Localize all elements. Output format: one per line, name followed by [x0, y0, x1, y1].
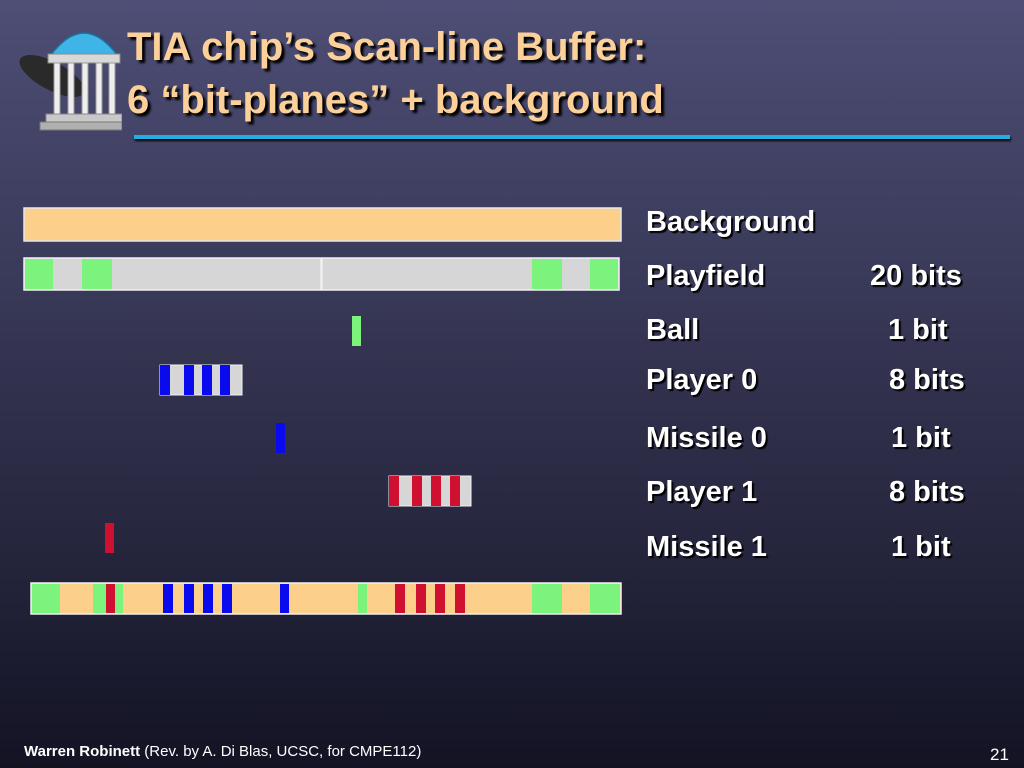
- bits-player0: 8 bits: [889, 364, 965, 396]
- missile1-bit: [105, 523, 114, 553]
- playfield-plane: [23, 257, 620, 291]
- playfield-bit: [82, 259, 112, 289]
- bits-ball: 1 bit: [888, 314, 948, 346]
- footer-revision: (Rev. by A. Di Blas, UCSC, for CMPE112): [144, 743, 422, 760]
- player0-bit: [184, 365, 194, 395]
- bits-missile0: 1 bit: [891, 422, 951, 454]
- player1-bit: [450, 476, 460, 506]
- label-missile0: Missile 0: [646, 422, 767, 454]
- playfield-bit: [532, 259, 562, 289]
- label-missile1: Missile 1: [646, 531, 767, 563]
- page-number: 21: [990, 745, 1009, 764]
- combined-scanline: [30, 582, 622, 615]
- missile0-bit: [276, 423, 285, 453]
- background-plane-bar: [23, 207, 622, 242]
- label-player1: Player 1: [646, 476, 758, 508]
- player0-bit: [160, 365, 170, 395]
- slide-title-line-1: TIA chip’s Scan-line Buffer:: [127, 25, 647, 69]
- bits-player1: 8 bits: [889, 476, 965, 508]
- label-playfield: Playfield: [646, 260, 766, 292]
- player0-bit: [220, 365, 230, 395]
- player0-bit: [202, 365, 212, 395]
- label-ball: Ball: [646, 314, 700, 346]
- player1-bit: [412, 476, 422, 506]
- old-well-logo-icon: [19, 32, 122, 131]
- playfield-bit: [590, 259, 618, 289]
- ball-bit: [352, 316, 361, 346]
- player1-plane: [388, 475, 472, 507]
- bits-missile1: 1 bit: [891, 531, 951, 563]
- footer-credit: Warren Robinett (Rev. by A. Di Blas, UCS…: [24, 743, 421, 760]
- slide-title-line-2: 6 “bit-planes” + background: [127, 78, 664, 122]
- bits-playfield: 20 bits: [870, 260, 962, 292]
- player0-plane: [159, 364, 243, 396]
- player1-bit: [431, 476, 441, 506]
- playfield-bit: [25, 259, 53, 289]
- player1-bit: [389, 476, 399, 506]
- title-underline: [134, 135, 1010, 139]
- label-player0: Player 0: [646, 364, 758, 396]
- footer-author: Warren Robinett: [24, 743, 141, 760]
- label-background: Background: [646, 206, 816, 238]
